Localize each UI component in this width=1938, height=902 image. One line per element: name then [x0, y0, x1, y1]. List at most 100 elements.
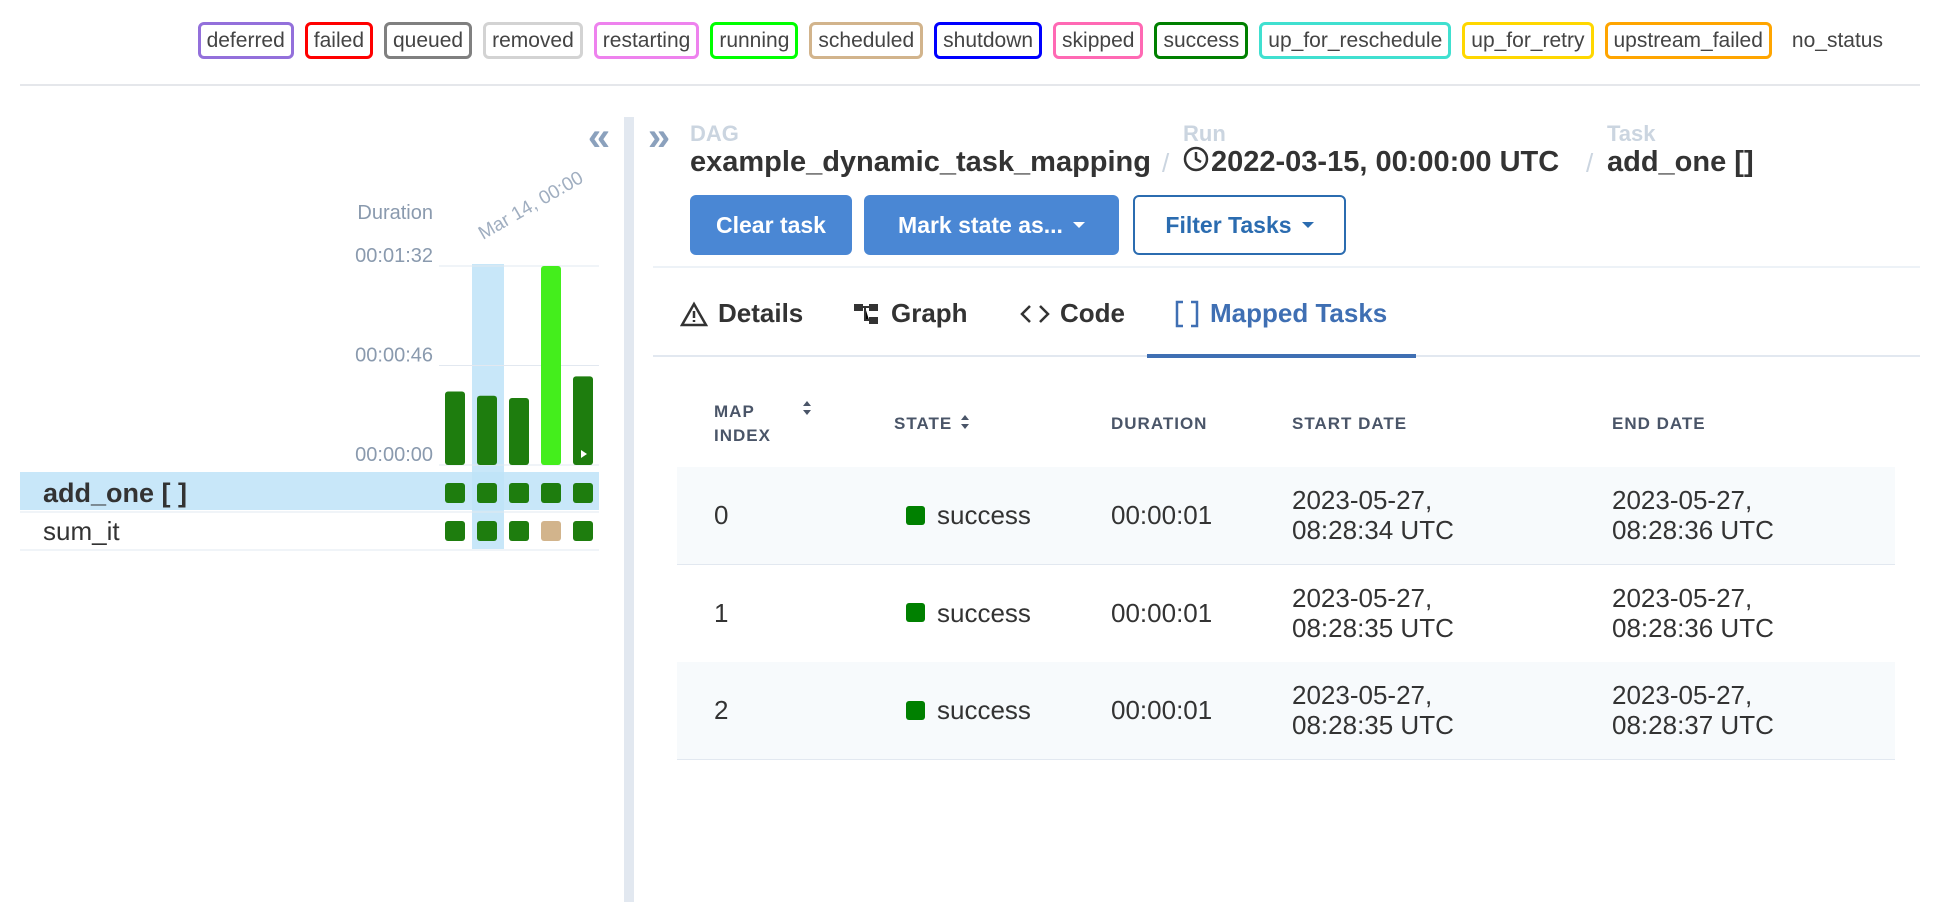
resize-bar[interactable] — [624, 117, 634, 902]
cell-text: success — [937, 695, 1031, 725]
task-instance[interactable] — [541, 521, 561, 541]
table-cell: 2023-05-27, 08:28:35 UTC — [1292, 583, 1482, 643]
table-row[interactable] — [677, 467, 1895, 565]
header-label: END DATE — [1612, 414, 1706, 433]
brackets-icon — [1175, 300, 1199, 327]
button[interactable]: Clear task — [690, 195, 852, 255]
legend-item[interactable]: deferred — [197, 22, 294, 59]
legend-item[interactable]: running — [710, 22, 799, 59]
table-header[interactable]: MAP INDEX — [714, 400, 854, 448]
cell-text: 1 — [714, 597, 729, 628]
state-square — [906, 700, 925, 720]
table-row[interactable] — [677, 662, 1895, 760]
legend-item[interactable]: up_for_retry — [1462, 22, 1594, 59]
legend-item[interactable]: failed — [304, 22, 373, 59]
table-cell: 2023-05-27, 08:28:37 UTC — [1612, 680, 1802, 740]
legend-item[interactable]: up_for_reschedule — [1259, 22, 1452, 59]
legend-item[interactable]: queued — [384, 22, 473, 59]
tab[interactable]: Graph — [853, 298, 968, 329]
state-square — [906, 505, 925, 525]
divider — [653, 266, 1920, 268]
play-icon — [581, 450, 587, 458]
task-instance[interactable] — [573, 521, 593, 541]
task-name[interactable]: sum_it — [43, 516, 120, 546]
collapse-icon[interactable]: « — [588, 115, 610, 159]
code-icon — [1020, 304, 1050, 323]
legend-item[interactable]: no_status — [1791, 29, 1883, 52]
button[interactable]: Filter Tasks — [1133, 195, 1346, 255]
button-label: Filter Tasks — [1165, 211, 1292, 238]
cell-text: success — [937, 500, 1031, 530]
svg-text:»: » — [648, 118, 670, 158]
clock-icon — [1183, 146, 1209, 172]
warning-icon — [680, 300, 708, 326]
table-cell: 00:00:01 — [1111, 500, 1212, 530]
task-instance[interactable] — [477, 521, 497, 541]
legend-item[interactable]: upstream_failed — [1604, 22, 1772, 59]
crumb-label: Task — [1607, 121, 1656, 146]
table-header: DURATION — [1111, 414, 1207, 434]
crumb-value[interactable]: example_dynamic_task_mapping — [690, 146, 1151, 178]
cell-text: 00:00:01 — [1111, 695, 1213, 725]
duration-bar[interactable] — [573, 376, 593, 465]
table-row[interactable] — [677, 564, 1895, 663]
table-cell: 2 — [714, 695, 728, 725]
divider — [20, 84, 1920, 86]
crumb-label: DAG — [690, 121, 739, 146]
task-instance[interactable] — [509, 521, 529, 541]
table-cell: 0 — [714, 500, 728, 530]
expand-icon[interactable]: » — [645, 118, 675, 158]
duration-bar[interactable] — [477, 395, 497, 465]
cell-text: 2 — [714, 695, 729, 725]
sort-icon[interactable] — [802, 400, 812, 416]
legend: deferred failed queued removed restarting run… — [197, 22, 1892, 59]
separator: / — [1162, 148, 1170, 178]
task-instance[interactable] — [445, 521, 465, 541]
task-instance[interactable] — [541, 483, 561, 503]
header-label: START DATE — [1292, 414, 1408, 433]
task-name[interactable]: add_one [ ] — [43, 478, 187, 508]
duration-label: Duration — [357, 202, 433, 224]
legend-item[interactable]: restarting — [593, 22, 700, 59]
tab[interactable]: Mapped Tasks — [1174, 298, 1387, 329]
task-instance[interactable] — [509, 483, 529, 503]
sort-icon[interactable] — [960, 414, 970, 430]
table-cell: success — [906, 598, 1031, 628]
caret — [1072, 222, 1085, 228]
table-cell: 2023-05-27, 08:28:36 UTC — [1612, 583, 1802, 643]
duration-bar[interactable] — [445, 391, 465, 465]
legend-item[interactable]: scheduled — [809, 22, 924, 59]
crumb-value[interactable]: add_one [] — [1607, 146, 1754, 178]
y-tick-label: 00:00:00 — [355, 444, 433, 466]
legend-item[interactable]: removed — [483, 22, 583, 59]
table-header: END DATE — [1612, 414, 1706, 434]
header-label: DURATION — [1111, 414, 1208, 433]
cell-text: 00:00:01 — [1111, 500, 1213, 530]
tab[interactable]: Details — [680, 298, 803, 329]
task-instance[interactable] — [445, 483, 465, 503]
header-label: MAP INDEX — [714, 402, 771, 445]
cell-text: 2023-05-27, 08:28:34 UTC — [1292, 485, 1454, 545]
cell-text: 2023-05-27, 08:28:37 UTC — [1612, 680, 1774, 740]
state-square — [906, 603, 925, 622]
cell-text: 00:00:01 — [1111, 597, 1213, 628]
button[interactable]: Mark state as... — [864, 195, 1119, 255]
legend-item[interactable]: shutdown — [934, 22, 1043, 59]
table-header: START DATE — [1292, 414, 1407, 434]
cell-text: 2023-05-27, 08:28:35 UTC — [1292, 582, 1454, 643]
task-instance[interactable] — [573, 483, 593, 503]
cell-text: success — [937, 597, 1031, 628]
table-header[interactable]: STATE — [894, 414, 970, 434]
task-instance[interactable] — [477, 483, 497, 503]
tab[interactable]: Code — [1020, 298, 1125, 329]
duration-bar[interactable] — [541, 266, 561, 465]
duration-bar[interactable] — [509, 397, 529, 465]
legend-item[interactable]: success — [1154, 22, 1249, 59]
legend-item[interactable]: skipped — [1053, 22, 1144, 59]
crumb-value[interactable]: 2022-03-15, 00:00:00 UTC — [1211, 146, 1560, 178]
tab-label: Details — [718, 298, 804, 328]
table-cell: success — [906, 500, 1031, 530]
table-cell: 00:00:01 — [1111, 598, 1212, 628]
header-label: STATE — [894, 414, 953, 433]
